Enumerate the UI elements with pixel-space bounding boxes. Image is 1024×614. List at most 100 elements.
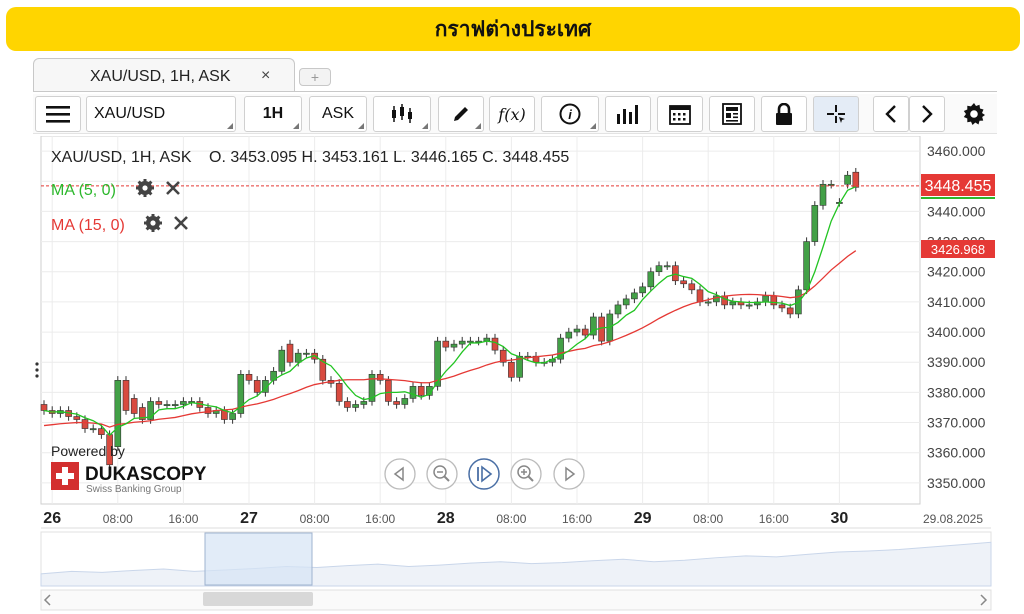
x-tick-label: 16:00 — [168, 512, 198, 526]
drawing-tool-button[interactable] — [438, 96, 484, 132]
candle-body — [352, 404, 359, 408]
nav-back-button[interactable] — [384, 458, 416, 490]
y-tick-label: 3370.000 — [927, 415, 986, 431]
candle-body — [450, 343, 458, 348]
candle-body — [819, 183, 827, 206]
candle-body — [672, 265, 679, 282]
ma-slow-tag-text: 3426.968 — [931, 242, 985, 257]
chart-nav-controls — [384, 458, 585, 490]
candles — [40, 167, 860, 470]
y-tick-label: 3460.000 — [927, 143, 986, 159]
x-tick-label: 30 — [831, 510, 849, 527]
candle-body — [180, 401, 187, 405]
candle-body — [147, 401, 154, 420]
ma-slow-label: MA (15, 0) — [51, 217, 125, 234]
candle-body — [401, 398, 409, 405]
y-tick-label: 3350.000 — [927, 475, 986, 491]
candle-body — [73, 416, 81, 420]
candle-body — [130, 398, 138, 414]
candle-body — [417, 386, 425, 396]
function-icon: f(x) — [498, 104, 526, 124]
current-price-tag — [921, 174, 995, 196]
period-select[interactable]: 1H — [244, 96, 302, 132]
candle-body — [409, 386, 417, 399]
zoom-out-button[interactable] — [426, 458, 458, 490]
candle-body — [844, 174, 851, 185]
banner-title: กราฟต่างประเทศ — [434, 16, 592, 41]
volume-button[interactable] — [605, 96, 651, 132]
price-chart[interactable]: 3460.0003450.0003440.0003430.0003420.000… — [33, 136, 997, 614]
horizontal-scrollbar[interactable] — [40, 589, 992, 611]
ma-slow-remove-icon[interactable] — [174, 216, 188, 230]
crosshair-button[interactable] — [813, 96, 859, 132]
candle-body — [639, 286, 646, 294]
candle-body — [499, 349, 507, 363]
candle-body — [565, 331, 573, 339]
candle-body — [303, 352, 310, 355]
candle-body — [40, 404, 48, 411]
dukascopy-logo: DUKASCOPY Swiss Banking Group — [51, 462, 207, 495]
candle-body — [581, 328, 589, 336]
ma-fast-marker — [921, 197, 995, 199]
candle-body — [98, 428, 105, 435]
x-tick-label: 08:00 — [496, 512, 526, 526]
scroll-left-button[interactable] — [873, 96, 909, 132]
candle-body — [557, 337, 564, 360]
side-select[interactable]: ASK — [309, 96, 367, 132]
candle-body — [278, 349, 286, 372]
reset-view-button[interactable] — [468, 458, 500, 490]
candle-body — [286, 343, 294, 363]
scrollbar-thumb[interactable] — [203, 592, 313, 606]
news-button[interactable] — [709, 96, 755, 132]
settings-button[interactable] — [955, 96, 993, 132]
candle-body — [139, 407, 146, 420]
scroll-right-arrow[interactable] — [980, 594, 988, 606]
tab-close-icon[interactable]: × — [261, 67, 271, 84]
candle-body — [114, 380, 122, 447]
page-banner: กราฟต่างประเทศ — [6, 7, 1020, 51]
chevron-right-icon — [922, 105, 933, 123]
candle-body — [688, 283, 696, 291]
indicators-button[interactable]: f(x) — [489, 96, 535, 132]
navigator-window — [204, 532, 313, 586]
zoom-in-button[interactable] — [510, 458, 542, 490]
candlestick-icon — [392, 104, 412, 123]
info-button[interactable]: i — [541, 96, 599, 132]
candle-body — [622, 298, 630, 306]
overview-navigator[interactable] — [40, 531, 992, 587]
candle-body — [426, 386, 433, 396]
candle-body — [393, 401, 400, 405]
calendar-button[interactable] — [657, 96, 703, 132]
menu-button[interactable] — [35, 96, 81, 132]
nav-forward-button[interactable] — [553, 458, 585, 490]
ma-fast-settings-icon[interactable] — [136, 179, 154, 197]
candle-body — [573, 328, 581, 333]
period-value: 1H — [262, 105, 284, 122]
chart-tab[interactable]: XAU/USD, 1H, ASK × — [33, 58, 295, 92]
candle-body — [434, 340, 441, 387]
lock-button[interactable] — [761, 96, 807, 132]
time-axis: 26 08:00 16:00 27 08:00 16:00 28 08:00 16:00 29 08… — [41, 510, 991, 529]
ma-fast-remove-icon[interactable] — [166, 181, 180, 195]
scroll-left-arrow[interactable] — [43, 594, 51, 606]
y-tick-label: 3420.000 — [927, 264, 986, 280]
candle-body — [803, 241, 810, 291]
chart-type-button[interactable] — [373, 96, 431, 132]
candle-body — [614, 304, 622, 315]
candle-body — [442, 340, 450, 348]
ma-slow-settings-icon[interactable] — [144, 214, 162, 232]
plot-frame — [40, 136, 921, 505]
x-tick-label: 08:00 — [693, 512, 723, 526]
drag-handle[interactable] — [35, 362, 39, 378]
symbol-select[interactable]: XAU/USD — [86, 96, 236, 132]
scroll-right-button[interactable] — [909, 96, 945, 132]
chart-toolbar: XAU/USD 1H ASK f(x) i — [33, 94, 997, 134]
y-tick-label: 3440.000 — [927, 203, 986, 219]
add-tab-button[interactable]: + — [299, 68, 331, 86]
candle-body — [335, 383, 343, 402]
tab-divider — [33, 91, 997, 92]
lock-icon — [776, 103, 792, 125]
candle-body — [762, 295, 769, 303]
candle-body — [171, 404, 179, 406]
chart-instrument-label: XAU/USD, 1H, ASK — [51, 149, 192, 166]
